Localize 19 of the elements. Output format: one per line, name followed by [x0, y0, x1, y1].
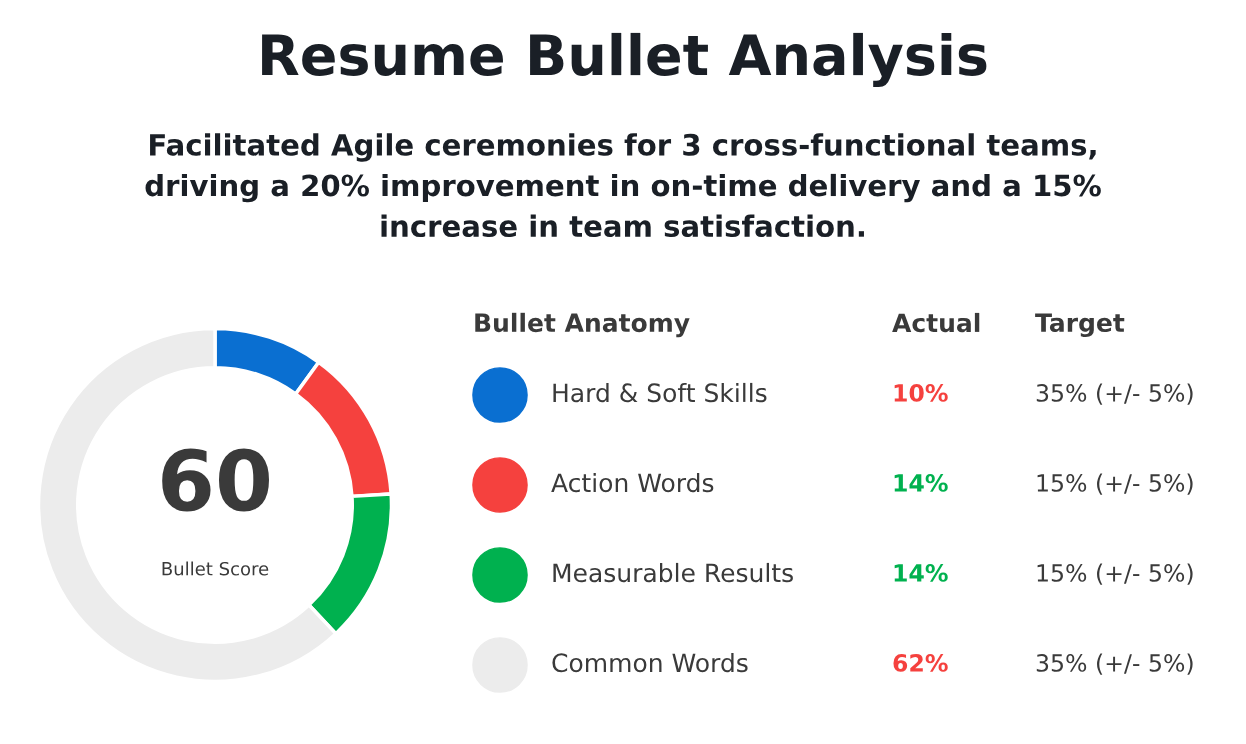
chart-title: Resume Bullet Analysis	[262, 32, 987, 88]
text: Actual	[892, 312, 980, 333]
text: Bullet Anatomy	[475, 312, 690, 338]
text: Target	[1035, 313, 1125, 338]
legend-label: Action Words	[551, 472, 714, 493]
legend-label: Hard & Soft Skills	[553, 382, 767, 403]
text: 35% (+/- 5%)	[1036, 653, 1193, 675]
legend-label: Common Words	[552, 652, 748, 673]
data-label: 62%	[893, 653, 948, 672]
data-label: 10%	[894, 383, 948, 402]
legend-label: Measurable Results	[553, 562, 793, 583]
text: Bullet Score	[162, 561, 269, 576]
data-label: 14%	[894, 563, 948, 582]
text: 15% (+/- 5%)	[1037, 563, 1193, 585]
data-label: 14%	[894, 473, 948, 492]
text: 35% (+/- 5%)	[1036, 383, 1193, 405]
chart-subtitle: Facilitated Agile ceremonies for 3 cross-functional teams, driving a 20% improvement in on-time delivery and a 15% increase in team satisfaction.	[145, 133, 1101, 238]
text: 60	[162, 448, 269, 512]
text: 15% (+/- 5%)	[1037, 473, 1193, 495]
